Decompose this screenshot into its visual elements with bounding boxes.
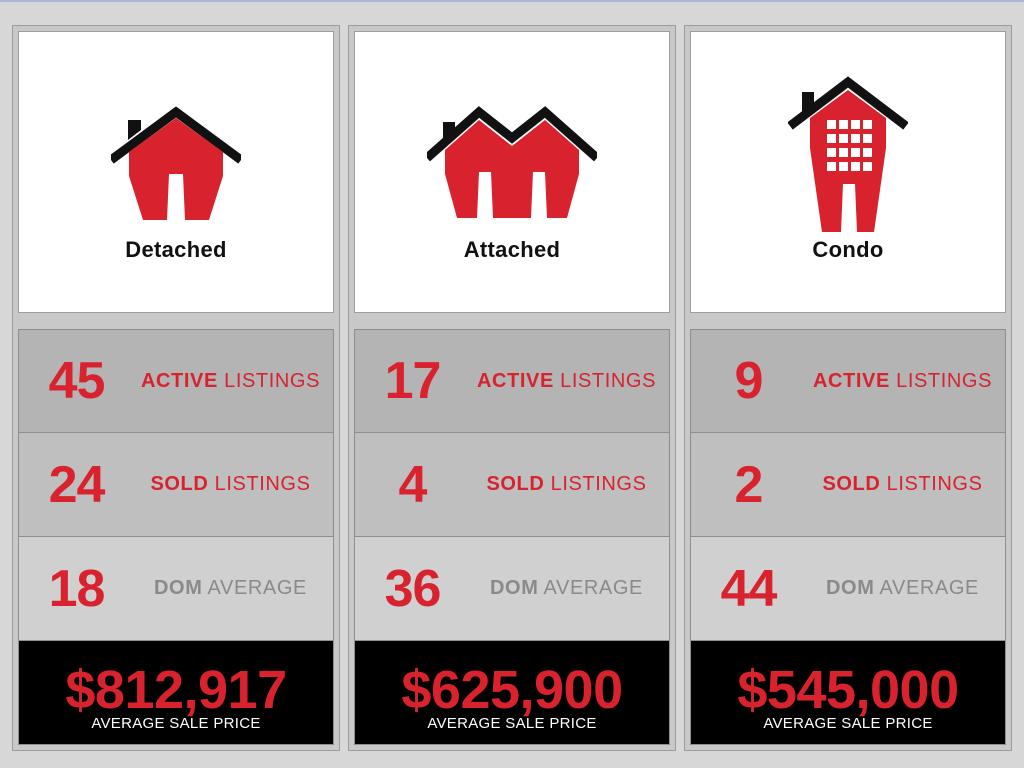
dom-average-row: 44 DOM AVERAGE [690, 537, 1006, 641]
dom-average-row: 36 DOM AVERAGE [354, 537, 670, 641]
sold-listings-count: 2 [734, 455, 764, 514]
average-sale-price: $625,900 [401, 660, 623, 720]
active-listings-count: 45 [48, 352, 106, 410]
active-listings-count: 9 [734, 352, 764, 410]
condo-building-icon [788, 76, 908, 232]
stats-board: Detached 45 ACTIVE LISTINGS 24 SOLD LIST… [12, 25, 1012, 751]
average-sale-price: $545,000 [737, 660, 959, 720]
sold-listings-row: 2 SOLD LISTINGS [690, 433, 1006, 537]
detached-house-icon [111, 106, 241, 220]
active-listings-row: 17 ACTIVE LISTINGS [354, 329, 670, 433]
column-attached: Attached 17 ACTIVE LISTINGS 4 SOLD LISTI… [348, 25, 676, 751]
active-listings-label: ACTIVE LISTINGS [812, 369, 993, 392]
average-sale-price-row: $625,900 AVERAGE SALE PRICE [354, 641, 670, 745]
dom-average-label: DOM AVERAGE [154, 577, 307, 599]
active-listings-count: 17 [384, 352, 442, 410]
column-detached: Detached 45 ACTIVE LISTINGS 24 SOLD LIST… [12, 25, 340, 751]
header-card-detached: Detached [18, 31, 334, 313]
sold-listings-label: SOLD LISTINGS [150, 473, 311, 495]
active-listings-row: 45 ACTIVE LISTINGS [18, 329, 334, 433]
average-sale-price-caption: AVERAGE SALE PRICE [763, 715, 933, 732]
dom-average-value: 44 [720, 559, 778, 618]
active-listings-label: ACTIVE LISTINGS [476, 369, 657, 392]
average-sale-price: $812,917 [65, 660, 287, 720]
sold-listings-label: SOLD LISTINGS [486, 473, 647, 495]
average-sale-price-caption: AVERAGE SALE PRICE [427, 715, 597, 732]
average-sale-price-row: $812,917 AVERAGE SALE PRICE [18, 641, 334, 745]
dom-average-value: 36 [384, 559, 442, 618]
header-card-condo: Condo [690, 31, 1006, 313]
dom-average-value: 18 [48, 559, 106, 618]
header-card-attached: Attached [354, 31, 670, 313]
dom-average-row: 18 DOM AVERAGE [18, 537, 334, 641]
attached-house-icon [427, 106, 597, 218]
dom-average-label: DOM AVERAGE [826, 577, 979, 599]
dom-average-label: DOM AVERAGE [490, 577, 643, 599]
type-label-attached: Attached [463, 237, 561, 262]
sold-listings-label: SOLD LISTINGS [822, 473, 983, 495]
sold-listings-count: 24 [48, 455, 106, 514]
top-border-line [0, 0, 1024, 2]
sold-listings-count: 4 [398, 455, 428, 514]
active-listings-row: 9 ACTIVE LISTINGS [690, 329, 1006, 433]
type-label-condo: Condo [812, 237, 884, 262]
active-listings-label: ACTIVE LISTINGS [140, 369, 321, 392]
average-sale-price-row: $545,000 AVERAGE SALE PRICE [690, 641, 1006, 745]
column-condo: Condo 9 ACTIVE LISTINGS 2 SOLD LISTINGS … [684, 25, 1012, 751]
sold-listings-row: 4 SOLD LISTINGS [354, 433, 670, 537]
type-label-detached: Detached [125, 237, 227, 262]
sold-listings-row: 24 SOLD LISTINGS [18, 433, 334, 537]
average-sale-price-caption: AVERAGE SALE PRICE [91, 715, 261, 732]
